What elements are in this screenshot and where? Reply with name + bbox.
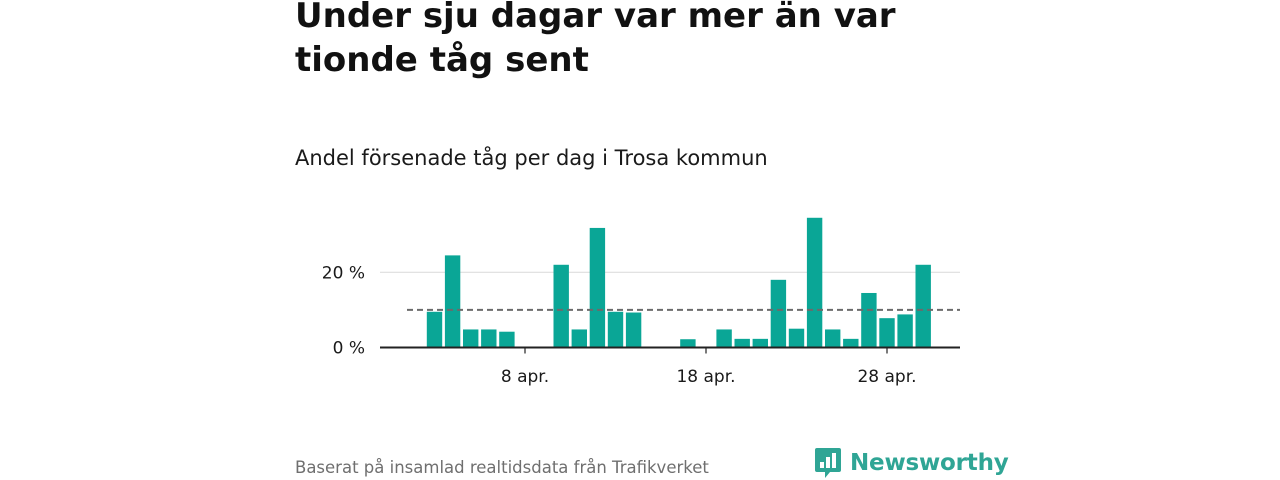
x-tick-label: 18 apr. <box>676 367 735 387</box>
bars <box>426 217 931 348</box>
bar-day-23 <box>788 328 805 348</box>
axis-labels: 8 apr. 18 apr. 28 apr. 0 % 20 % <box>322 263 917 387</box>
bar-day-26 <box>843 338 859 348</box>
bar-day-19 <box>716 329 732 348</box>
y-tick-label: 0 % <box>333 339 365 359</box>
source-note: Baserat på insamlad realtidsdata från Tr… <box>295 458 709 477</box>
bar-day-4 <box>444 255 461 348</box>
x-axis <box>380 346 960 354</box>
bar-day-10 <box>553 264 569 348</box>
bar-day-25 <box>825 329 841 348</box>
bar-day-30 <box>915 264 931 348</box>
bar-day-3 <box>426 311 443 348</box>
bar-day-24 <box>806 217 823 348</box>
bar-day-13 <box>607 311 624 348</box>
bar-day-27 <box>861 292 877 348</box>
bar-day-5 <box>463 329 479 348</box>
y-tick-label: 20 % <box>322 263 365 283</box>
bar-day-28 <box>879 318 895 348</box>
bar-day-20 <box>734 338 750 348</box>
bar-day-6 <box>481 329 497 348</box>
bar-day-14 <box>625 312 642 348</box>
chart-subtitle: Andel försenade tåg per dag i Trosa komm… <box>295 146 768 170</box>
bar-day-11 <box>571 329 587 348</box>
bar-day-7 <box>499 331 515 348</box>
x-tick-label: 28 apr. <box>857 367 916 387</box>
brand-name: Newsworthy <box>850 450 1009 476</box>
bar-day-21 <box>752 338 768 348</box>
bar-day-17 <box>680 339 696 348</box>
newsworthy-logo-icon <box>815 448 841 478</box>
headline: Under sju dagar var mer än var tionde tå… <box>295 0 896 80</box>
bar-day-29 <box>897 314 913 348</box>
x-tick-label: 8 apr. <box>501 367 549 387</box>
bar-day-12 <box>589 227 606 348</box>
brand-logo-link[interactable]: Newsworthy <box>814 446 1009 480</box>
bar-day-22 <box>770 279 787 348</box>
